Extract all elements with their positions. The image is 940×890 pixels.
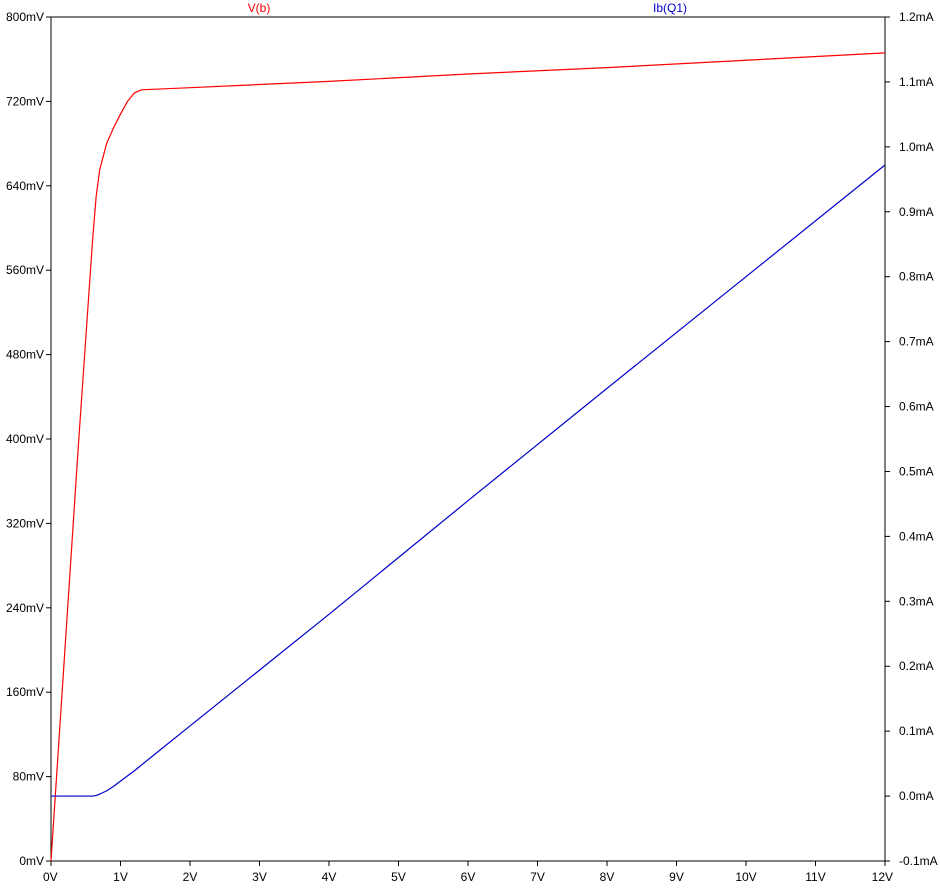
x-tick-label: 0V — [43, 870, 58, 884]
left-y-tick-label: 320mV — [6, 516, 44, 530]
x-tick-label: 3V — [252, 870, 267, 884]
right-y-tick-label: 0.1mA — [899, 724, 934, 738]
right-y-tick-label: 0.3mA — [899, 594, 934, 608]
right-y-tick-label: 0.7mA — [899, 335, 934, 349]
right-y-tick-label: 0.0mA — [899, 789, 934, 803]
right-y-axis: -0.1mA 0.0mA 0.1mA 0.2mA 0.3mA 0.4mA 0.5mA 0.6m… — [885, 10, 938, 868]
x-tick-label: 11V — [805, 870, 825, 884]
left-y-tick-label: 80mV — [13, 770, 44, 784]
left-y-tick-label: 240mV — [6, 601, 44, 615]
right-y-tick-label: 0.8mA — [899, 270, 934, 284]
right-y-tick-label: 0.6mA — [899, 400, 934, 414]
x-axis: 0V 1V 2V 3V 4V 5V 6V 7V 8V 9V 10V 11V 12V — [43, 861, 893, 884]
left-y-tick-label: 720mV — [6, 94, 44, 108]
right-y-tick-label: 1.2mA — [899, 10, 934, 24]
left-y-axis: 0mV 80mV 160mV 240mV 320mV 400mV 480mV 560mV 640… — [6, 10, 51, 868]
right-y-tick-label: -0.1mA — [899, 854, 938, 868]
x-tick-label: 8V — [600, 870, 615, 884]
x-tick-label: 5V — [391, 870, 406, 884]
left-y-tick-label: 0mV — [19, 854, 44, 868]
x-tick-label: 6V — [461, 870, 476, 884]
series-line-v-b — [50, 52, 886, 862]
left-y-tick-label: 480mV — [6, 348, 44, 362]
x-tick-label: 4V — [322, 870, 337, 884]
legend: V(b) Ib(Q1) — [248, 1, 687, 15]
right-y-tick-label: 0.9mA — [899, 205, 934, 219]
right-y-tick-label: 1.0mA — [899, 140, 934, 154]
left-y-tick-label: 560mV — [6, 263, 44, 277]
x-tick-label: 2V — [183, 870, 198, 884]
right-y-tick-label: 0.4mA — [899, 529, 934, 543]
legend-entry: Ib(Q1) — [653, 1, 687, 15]
series-line-ib-q1 — [51, 164, 886, 797]
x-tick-label: 1V — [113, 870, 128, 884]
x-tick-label: 9V — [669, 870, 684, 884]
right-y-tick-label: 0.2mA — [899, 659, 934, 673]
x-tick-label: 10V — [735, 870, 756, 884]
plot-frame — [50, 16, 886, 862]
left-y-tick-label: 640mV — [6, 179, 44, 193]
series-layer — [50, 52, 886, 862]
left-y-tick-label: 160mV — [6, 685, 44, 699]
left-y-tick-label: 400mV — [6, 432, 44, 446]
x-tick-label: 7V — [530, 870, 545, 884]
right-y-tick-label: 0.5mA — [899, 464, 934, 478]
legend-entry: V(b) — [248, 1, 271, 15]
right-y-tick-label: 1.1mA — [899, 75, 934, 89]
x-tick-label: 12V — [872, 870, 893, 884]
left-y-tick-label: 800mV — [6, 10, 44, 24]
